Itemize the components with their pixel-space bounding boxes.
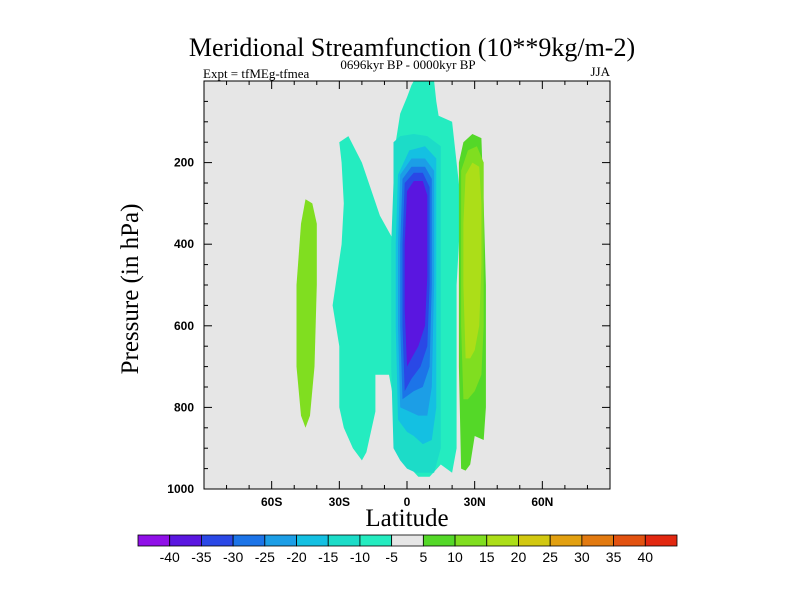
colorbar-swatch xyxy=(518,534,551,547)
colorbar-swatch xyxy=(486,534,519,547)
colorbar-swatch xyxy=(422,534,456,547)
period-label: 0696kyr BP - 0000kyr BP xyxy=(340,57,475,72)
colorbar-label: -40 xyxy=(160,549,180,565)
colorbar-swatch xyxy=(137,534,171,547)
y-tick-label: 800 xyxy=(174,400,194,414)
colorbar-label: 25 xyxy=(542,549,558,565)
colorbar-label: 10 xyxy=(447,549,463,565)
x-tick-label: 30N xyxy=(464,495,486,509)
x-tick-label: 30S xyxy=(329,495,350,509)
colorbar-label: -25 xyxy=(255,549,275,565)
colorbar-label: 15 xyxy=(479,549,495,565)
contour-region-10 xyxy=(463,162,482,359)
chart-title: Meridional Streamfunction (10**9kg/m-2) xyxy=(189,33,635,62)
y-axis-label: Pressure (in hPa) xyxy=(117,204,144,375)
colorbar-label: 5 xyxy=(419,549,427,565)
colorbar-label: -15 xyxy=(318,549,338,565)
season-label: JJA xyxy=(590,64,610,79)
x-tick-label: 0 xyxy=(404,495,411,509)
contour-region-0 xyxy=(296,199,317,428)
colorbar-label: 35 xyxy=(606,549,622,565)
y-tick-label: 400 xyxy=(174,237,194,251)
x-tick-label: 60N xyxy=(531,495,553,509)
colorbar-label: -20 xyxy=(286,549,306,565)
contour-region-7 xyxy=(404,181,428,367)
colorbar-swatch xyxy=(581,534,614,547)
colorbar-label: 20 xyxy=(511,549,527,565)
colorbar-swatch xyxy=(201,534,234,547)
y-tick-label: 200 xyxy=(174,156,194,170)
colorbar-swatch xyxy=(169,534,202,547)
x-tick-label: 60S xyxy=(261,495,282,509)
colorbar-label: 30 xyxy=(574,549,590,565)
colorbar-swatch xyxy=(454,534,488,547)
experiment-label: Expt = tfMEg-tfmea xyxy=(203,66,309,81)
axis-ticks: 60S 30S 0 30N 60N 200 400 600 800 1000 xyxy=(167,81,610,509)
colorbar-label: 40 xyxy=(638,549,654,565)
colorbar-swatch xyxy=(613,534,646,547)
colorbar-swatch xyxy=(359,534,393,547)
colorbar-swatch xyxy=(327,534,361,547)
colorbar-swatch xyxy=(264,534,297,547)
colorbar-label: -30 xyxy=(223,549,243,565)
colorbar-swatch xyxy=(296,534,329,547)
colorbar-swatch xyxy=(391,534,424,547)
colorbar-label: -35 xyxy=(191,549,211,565)
contour-regions xyxy=(296,81,486,477)
colorbar-label: -5 xyxy=(385,549,398,565)
colorbar-swatch xyxy=(644,534,678,547)
y-tick-label: 600 xyxy=(174,319,194,333)
colorbar-label: -10 xyxy=(350,549,370,565)
colorbar-swatch xyxy=(232,534,266,547)
colorbar-swatch xyxy=(549,534,583,547)
colorbar: -40 -35 -30 -25 -20 -15 -10 -5 5 10 15 20 25 30 35 40 xyxy=(137,534,678,565)
y-tick-label: 1000 xyxy=(167,482,194,496)
x-axis-label: Latitude xyxy=(365,505,448,532)
